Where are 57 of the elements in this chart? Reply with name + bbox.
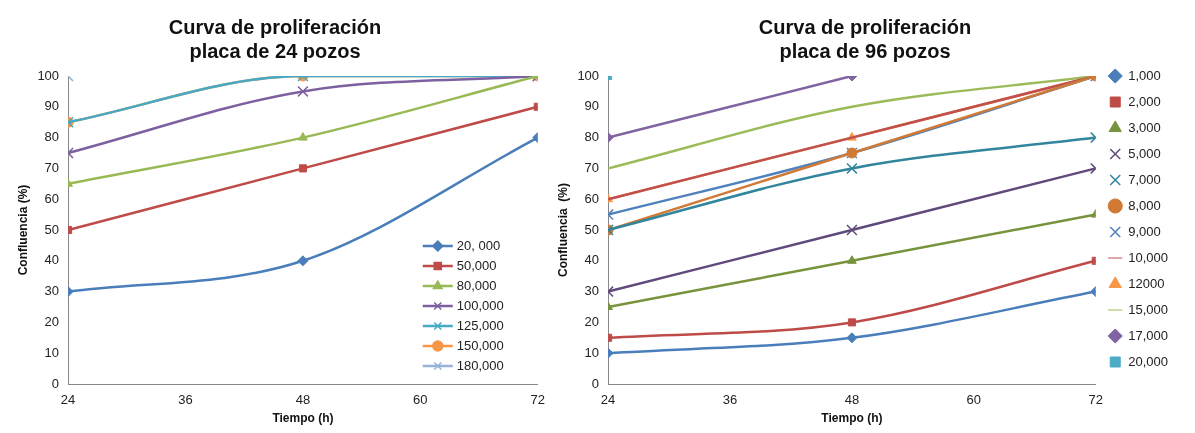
legend-label: 12000 (1128, 275, 1165, 291)
x-tick-label: 36 (722, 392, 738, 408)
chart-title: Curva de proliferación placa de 96 pozos (758, 15, 972, 62)
y-tick-label: 10 (584, 344, 600, 360)
x-tick-label: 60 (966, 392, 982, 408)
y-tick-label: 20 (44, 313, 60, 329)
x-tick-label: 48 (844, 392, 860, 408)
y-tick-label: 60 (584, 190, 600, 206)
x-tick-label: 72 (1088, 392, 1103, 408)
y-tick-label: 100 (37, 67, 60, 83)
y-tick-label: 90 (44, 98, 60, 114)
legend-label: 5,000 (1128, 145, 1161, 161)
legend-label: 20,000 (1128, 353, 1168, 369)
y-tick-label: 30 (584, 283, 600, 299)
x-tick-label: 60 (413, 392, 428, 408)
y-tick-label: 50 (584, 221, 600, 237)
legend-label: 180,000 (456, 357, 504, 373)
legend-label: 1,000 (1128, 67, 1161, 83)
y-tick-label: 50 (44, 221, 60, 237)
legend-label: 17,000 (1128, 327, 1168, 343)
x-tick-label: 36 (178, 392, 193, 408)
y-tick-label: 0 (591, 375, 600, 391)
legend-label: 50,000 (456, 257, 497, 273)
y-tick-label: 10 (44, 344, 60, 360)
x-tick-label: 48 (295, 392, 311, 408)
legend-label: 2,000 (1128, 93, 1161, 109)
y-axis-title: Confluencia (%) (15, 184, 30, 276)
legend-label: 125,000 (456, 317, 504, 333)
x-axis-title: Tiempo (h) (821, 411, 883, 426)
y-tick-label: 70 (44, 159, 60, 175)
x-axis-title: Tiempo (h) (272, 411, 334, 426)
y-tick-label: 90 (584, 98, 600, 114)
y-tick-label: 30 (44, 283, 60, 299)
y-tick-label: 40 (584, 252, 600, 268)
y-tick-label: 100 (577, 67, 600, 83)
chart-title: Curva de proliferación placa de 24 pozos (168, 15, 382, 62)
legend-label: 7,000 (1128, 171, 1161, 187)
legend-label: 20, 000 (456, 237, 501, 253)
y-tick-label: 0 (51, 375, 60, 391)
y-tick-label: 40 (44, 252, 60, 268)
y-axis-title: Confluencia (%) (555, 182, 570, 278)
legend-label: 10,000 (1128, 249, 1168, 265)
legend-label: 80,000 (456, 277, 497, 293)
x-tick-label: 72 (530, 392, 545, 408)
y-tick-label: 80 (44, 129, 60, 145)
y-tick-label: 70 (584, 159, 600, 175)
x-tick-label: 24 (600, 392, 616, 408)
legend-label: 9,000 (1128, 223, 1161, 239)
x-tick-label: 24 (60, 392, 76, 408)
y-tick-label: 60 (44, 190, 60, 206)
legend-label: 8,000 (1128, 197, 1161, 213)
legend-label: 150,000 (456, 337, 504, 353)
y-tick-label: 80 (584, 129, 600, 145)
legend-label: 15,000 (1128, 301, 1168, 317)
legend-label: 3,000 (1128, 119, 1161, 135)
y-tick-label: 20 (584, 313, 600, 329)
legend-label: 100,000 (456, 297, 504, 313)
